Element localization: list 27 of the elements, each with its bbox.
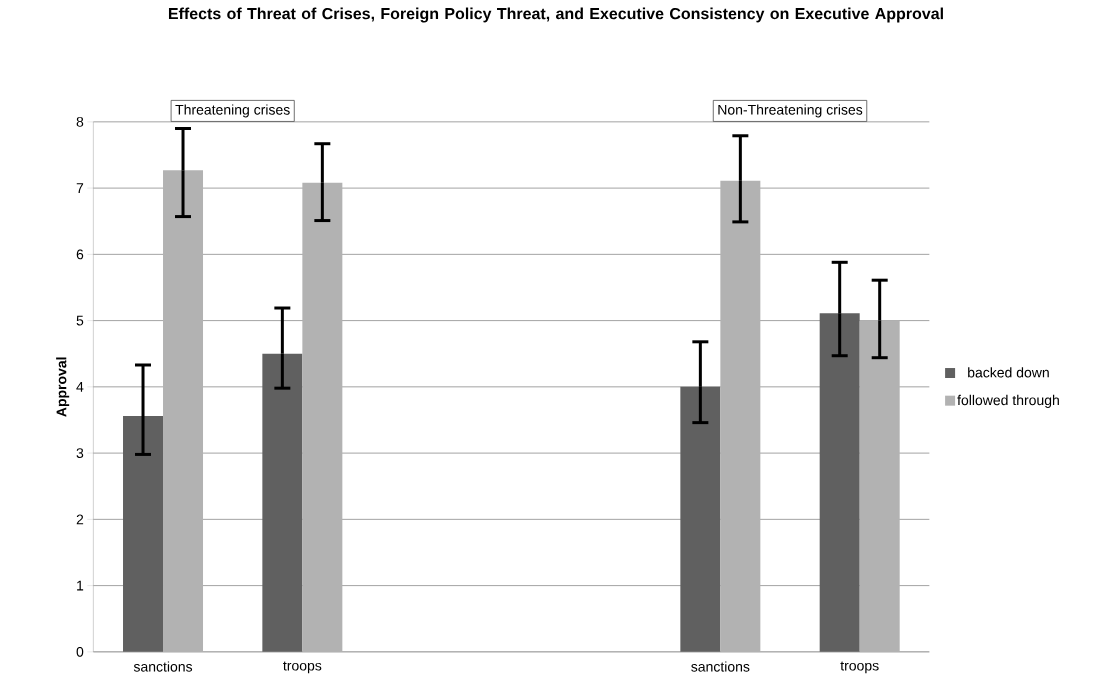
bar [680, 386, 721, 652]
bar [163, 170, 204, 652]
bar [819, 313, 860, 652]
bar [262, 353, 303, 652]
y-tick-label: 0 [76, 646, 84, 657]
y-tick-label: 2 [76, 514, 84, 525]
chart-title: Effects of Threat of Crises, Foreign Policy Threat, and Executive Consistency on Executive Approval [168, 7, 943, 23]
y-tick-label: 1 [77, 580, 84, 591]
bar [123, 416, 164, 652]
y-tick-label: 8 [76, 116, 84, 127]
text: Threatening crises [175, 104, 290, 118]
x-tick-label: sanctions [133, 661, 193, 672]
x-tick-label: troops [840, 661, 879, 674]
y-tick-label: 6 [76, 249, 84, 260]
x-tick-label: troops [283, 661, 322, 674]
bar [859, 320, 900, 652]
y-tick-label: 5 [76, 315, 84, 326]
x-tick-label: sanctions [691, 661, 750, 672]
y-tick-label: 3 [76, 448, 84, 459]
bar [720, 180, 761, 652]
legend-label: followed through [957, 394, 1059, 408]
y-tick-label: 7 [76, 183, 84, 193]
y-tick-label: 4 [76, 382, 84, 392]
y-axis-title: Approval [56, 357, 70, 417]
bar [302, 182, 343, 652]
legend-label: backed down [968, 367, 1049, 378]
text: Non-Threatening crises [718, 104, 863, 118]
